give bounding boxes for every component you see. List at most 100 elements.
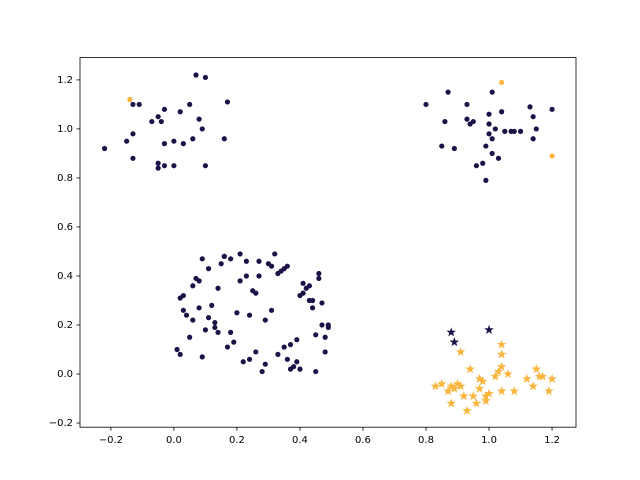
point (199, 354, 205, 360)
point (489, 136, 495, 142)
point (127, 96, 133, 103)
point (190, 283, 196, 289)
point (202, 74, 209, 81)
point (502, 128, 508, 134)
point (256, 273, 262, 279)
x-tick-label: 0.2 (229, 435, 245, 446)
point (215, 329, 221, 335)
star-point (496, 339, 507, 349)
point (297, 366, 303, 372)
point (209, 302, 215, 308)
point (309, 305, 316, 311)
point (161, 106, 168, 112)
y-tick-label: 0.0 (57, 369, 73, 380)
star-point (547, 373, 557, 383)
star-point (459, 391, 469, 401)
y-tick-label: 0.8 (57, 173, 73, 184)
point (224, 344, 231, 350)
point (259, 368, 265, 375)
star-point (446, 381, 456, 391)
point (161, 141, 168, 147)
star-point (465, 364, 475, 374)
x-tick-label: 0.4 (292, 435, 308, 446)
point (250, 288, 256, 294)
point (240, 359, 246, 365)
x-tick-label: 0.8 (418, 435, 434, 446)
point (199, 256, 205, 262)
point (492, 126, 498, 132)
point (486, 121, 492, 127)
point (180, 307, 186, 313)
point (246, 312, 253, 318)
star-point (443, 386, 453, 396)
point (158, 118, 164, 125)
point (533, 126, 539, 132)
point (275, 270, 281, 277)
point (313, 368, 319, 375)
x-tick-label: 0.6 (355, 435, 371, 446)
point (256, 258, 262, 264)
point (486, 111, 492, 117)
star-point (481, 395, 491, 406)
point (262, 317, 268, 323)
point (190, 317, 196, 323)
point (130, 131, 136, 137)
star-point (449, 337, 460, 347)
point (489, 150, 495, 157)
star-point (484, 324, 494, 334)
star-point (446, 327, 456, 337)
star-point (503, 369, 513, 379)
point (243, 258, 249, 264)
point (155, 160, 161, 166)
star-point (496, 349, 507, 359)
point (470, 118, 476, 125)
star-point (455, 346, 466, 356)
point (202, 163, 209, 169)
point (171, 163, 177, 169)
star-point (446, 398, 456, 408)
point (205, 266, 212, 272)
star-point (531, 364, 542, 374)
point (130, 101, 136, 108)
y-tick-label: 0.4 (57, 271, 73, 282)
y-tick-label: 0.6 (57, 222, 73, 233)
point (319, 300, 325, 306)
point (451, 145, 457, 152)
point (130, 155, 136, 161)
point (228, 256, 234, 262)
point (480, 160, 486, 166)
point (316, 275, 322, 282)
x-tick-label: 0.0 (166, 435, 182, 446)
point (313, 332, 319, 338)
point (212, 319, 218, 326)
point (325, 322, 331, 328)
point (193, 72, 199, 78)
point (199, 126, 205, 132)
point (268, 263, 275, 269)
point (486, 131, 492, 137)
point (281, 266, 287, 272)
point (294, 359, 300, 365)
star-point (537, 371, 548, 381)
point (464, 101, 470, 108)
point (423, 101, 429, 108)
point (124, 138, 130, 144)
point (495, 155, 502, 161)
point (193, 275, 199, 282)
point (499, 109, 505, 115)
star-point (452, 378, 463, 388)
point (527, 104, 533, 110)
star-point (522, 373, 532, 383)
point (464, 116, 470, 122)
point (187, 334, 193, 340)
point (180, 141, 186, 147)
x-tick-label: −0.2 (99, 435, 123, 446)
star-point (468, 391, 479, 401)
point (136, 101, 142, 108)
star-point (509, 386, 519, 396)
point (202, 327, 209, 333)
point (322, 334, 328, 340)
point (231, 339, 237, 345)
point (161, 163, 168, 169)
